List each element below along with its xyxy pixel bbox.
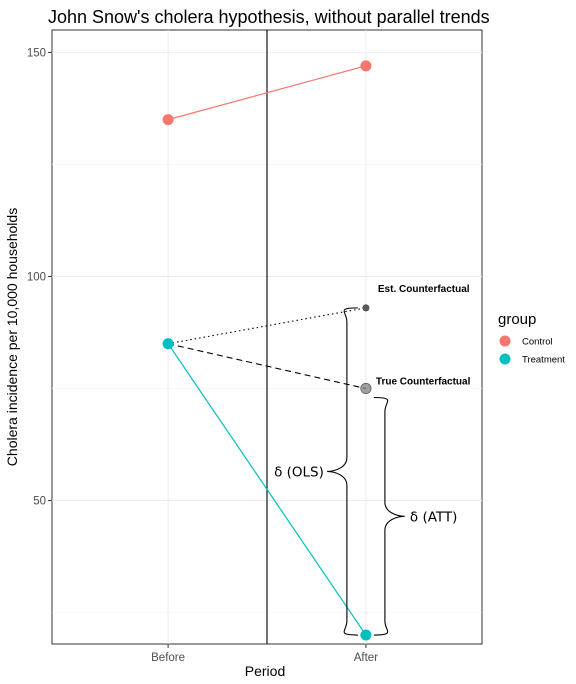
legend-label-control: Control	[522, 337, 553, 348]
point-control-after	[360, 60, 372, 72]
legend-key-control	[499, 335, 511, 347]
point-control-before	[162, 114, 174, 126]
x-axis-title: Period	[245, 663, 285, 679]
x-tick-label: After	[354, 652, 378, 664]
y-tick-label: 150	[27, 47, 46, 59]
series-line-control	[167, 65, 367, 121]
legend-key-treatment	[499, 353, 511, 365]
brace-ols	[327, 307, 358, 636]
point-treatment-before	[162, 338, 174, 350]
y-tick-label: 100	[27, 271, 46, 283]
points	[162, 60, 372, 641]
brace-att	[373, 396, 405, 636]
x-axis: Before After	[151, 644, 378, 664]
legend: group Control Treatment	[498, 311, 565, 366]
braces: δ (OLS) δ (ATT)	[274, 307, 458, 636]
y-tick-label: 50	[33, 496, 46, 508]
y-axis: 50 100 150	[27, 47, 52, 508]
counterfactual-line-true-counterfactual	[167, 343, 367, 390]
series-line-treatment	[167, 343, 367, 636]
series-lines	[167, 65, 367, 636]
counterfactual-point-est-counterfactual	[362, 304, 370, 312]
point-treatment-after	[360, 629, 372, 641]
chart-title: John Snow's cholera hypothesis, without …	[48, 7, 490, 27]
brace-label-att: δ (ATT)	[410, 509, 458, 525]
counterfactual-label-est-counterfactual: Est. Counterfactual	[378, 284, 470, 295]
counterfactual-point-true-counterfactual	[360, 383, 372, 395]
counterfactual-lines: Est. Counterfactual True Counterfactual	[167, 284, 471, 390]
legend-title: group	[498, 311, 536, 328]
legend-label-treatment: Treatment	[522, 355, 565, 366]
y-axis-title: Cholera incidence per 10,000 households	[4, 208, 20, 466]
brace-label-ols: δ (OLS)	[274, 464, 324, 480]
counterfactual-line-est-counterfactual	[168, 307, 366, 345]
x-tick-label: Before	[151, 652, 185, 664]
counterfactual-label-true-counterfactual: True Counterfactual	[376, 377, 471, 388]
